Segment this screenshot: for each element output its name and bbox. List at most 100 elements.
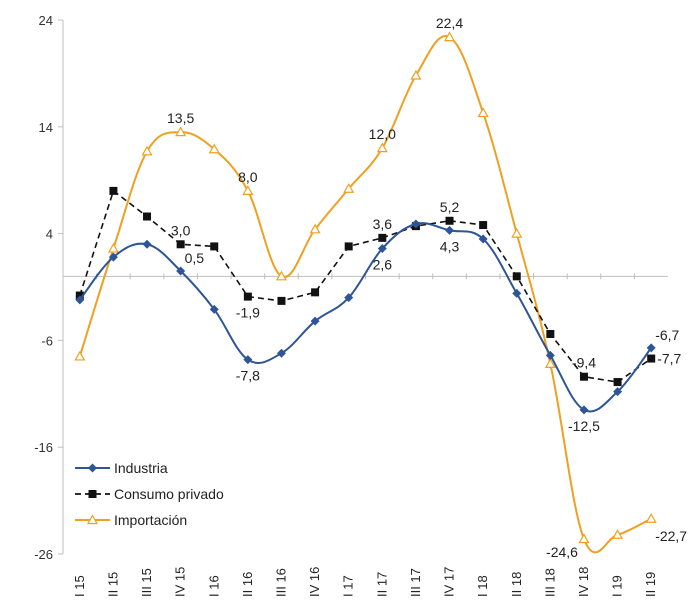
data-point — [410, 69, 422, 80]
data-labels: 13,5 8,0 12,0 22,4 -24,6 -22,7 3,0 3,6 5,2 -1,9 -9… — [167, 15, 687, 560]
data-point — [309, 223, 321, 234]
data-point — [142, 239, 152, 249]
data-point — [276, 348, 286, 358]
legend-item: Importación — [75, 512, 187, 528]
x-tick-label: III 18 — [542, 568, 557, 597]
data-label: -22,7 — [655, 528, 687, 544]
x-tick-label: III 16 — [273, 568, 288, 597]
x-tick-label: I 17 — [341, 575, 356, 597]
series-consumo-privado — [75, 186, 656, 387]
data-point — [344, 242, 353, 251]
data-point — [477, 107, 489, 118]
data-point — [141, 145, 153, 156]
data-point — [411, 219, 421, 229]
data-label: 0,5 — [185, 250, 205, 266]
data-point — [646, 343, 656, 353]
legend-label: Importación — [114, 512, 187, 528]
data-point — [478, 234, 488, 244]
data-point — [511, 227, 523, 238]
data-point — [343, 183, 355, 193]
x-tick-label: II 16 — [240, 572, 255, 597]
x-tick-label: IV 18 — [576, 567, 591, 597]
data-point — [108, 252, 118, 262]
x-tick-label: IV 15 — [173, 567, 188, 597]
axes: 24 14 4 -6 -16 -26 I 15 II 15 III 15 IV 15 I 16 II … — [34, 13, 668, 597]
data-point — [107, 242, 119, 253]
x-tick-label: I 19 — [610, 575, 625, 597]
data-point — [479, 221, 488, 230]
data-label: -24,6 — [546, 544, 578, 560]
x-tick-label: I 16 — [206, 575, 221, 597]
data-point — [74, 350, 86, 361]
data-point — [243, 292, 252, 301]
data-label: 2,6 — [373, 257, 393, 273]
data-label: 8,0 — [238, 169, 258, 185]
data-label: 4,3 — [440, 238, 460, 254]
data-point — [209, 304, 219, 314]
data-label: 13,5 — [167, 110, 194, 126]
y-tick-label: -26 — [34, 547, 53, 562]
data-label: 22,4 — [436, 15, 463, 31]
legend-marker — [88, 490, 97, 498]
data-label: 12,0 — [369, 126, 396, 142]
data-point — [645, 513, 657, 523]
y-tick-label: -6 — [41, 333, 53, 348]
legend: Industria Consumo privado Importación — [75, 460, 224, 528]
x-tick-label: I 18 — [475, 575, 490, 597]
data-point — [612, 529, 624, 539]
data-point — [546, 329, 555, 338]
data-label: 5,2 — [440, 199, 460, 215]
x-tick-label: I 15 — [72, 575, 87, 597]
data-point — [545, 350, 555, 360]
data-point — [445, 225, 455, 235]
data-point — [376, 142, 388, 153]
legend-label: Consumo privado — [114, 486, 224, 502]
series-industria — [75, 219, 656, 415]
data-label: 3,0 — [171, 222, 191, 238]
legend-marker — [86, 514, 99, 525]
y-tick-label: 24 — [39, 13, 53, 28]
data-label: -1,9 — [236, 305, 260, 321]
data-point — [512, 288, 522, 298]
data-label: -6,7 — [655, 327, 679, 343]
data-label: -7,8 — [236, 368, 260, 384]
x-tick-label: III 15 — [139, 568, 154, 597]
legend-item: Industria — [75, 460, 168, 476]
data-point — [310, 316, 320, 326]
data-point — [176, 266, 186, 276]
series-importacion — [74, 31, 657, 554]
data-point — [143, 212, 152, 221]
data-point — [210, 242, 219, 251]
data-point — [578, 533, 590, 544]
data-point — [175, 126, 187, 137]
data-point — [512, 272, 521, 281]
data-point — [311, 288, 320, 297]
data-point — [242, 185, 254, 195]
data-point — [109, 186, 118, 195]
legend-item: Consumo privado — [75, 486, 224, 502]
data-point — [275, 270, 287, 281]
data-point — [377, 244, 387, 254]
data-point — [344, 293, 354, 303]
data-point — [208, 143, 220, 154]
x-tick-label: IV 17 — [442, 567, 457, 597]
series-layer — [74, 31, 657, 554]
y-tick-label: 4 — [46, 227, 53, 242]
data-point — [579, 372, 588, 381]
data-point — [243, 355, 253, 365]
data-point — [613, 387, 623, 397]
x-tick-label: II 19 — [643, 572, 658, 597]
data-point — [75, 295, 85, 305]
data-point — [176, 240, 185, 249]
data-point — [444, 31, 456, 42]
x-tick-label: II 15 — [105, 572, 120, 597]
series-line — [79, 222, 652, 413]
data-point — [378, 233, 387, 242]
data-point — [445, 216, 454, 225]
data-point — [579, 405, 589, 415]
data-label: -9,4 — [572, 355, 596, 371]
legend-marker — [88, 463, 97, 473]
y-tick-label: 14 — [39, 120, 53, 135]
data-label: -7,7 — [657, 351, 681, 367]
